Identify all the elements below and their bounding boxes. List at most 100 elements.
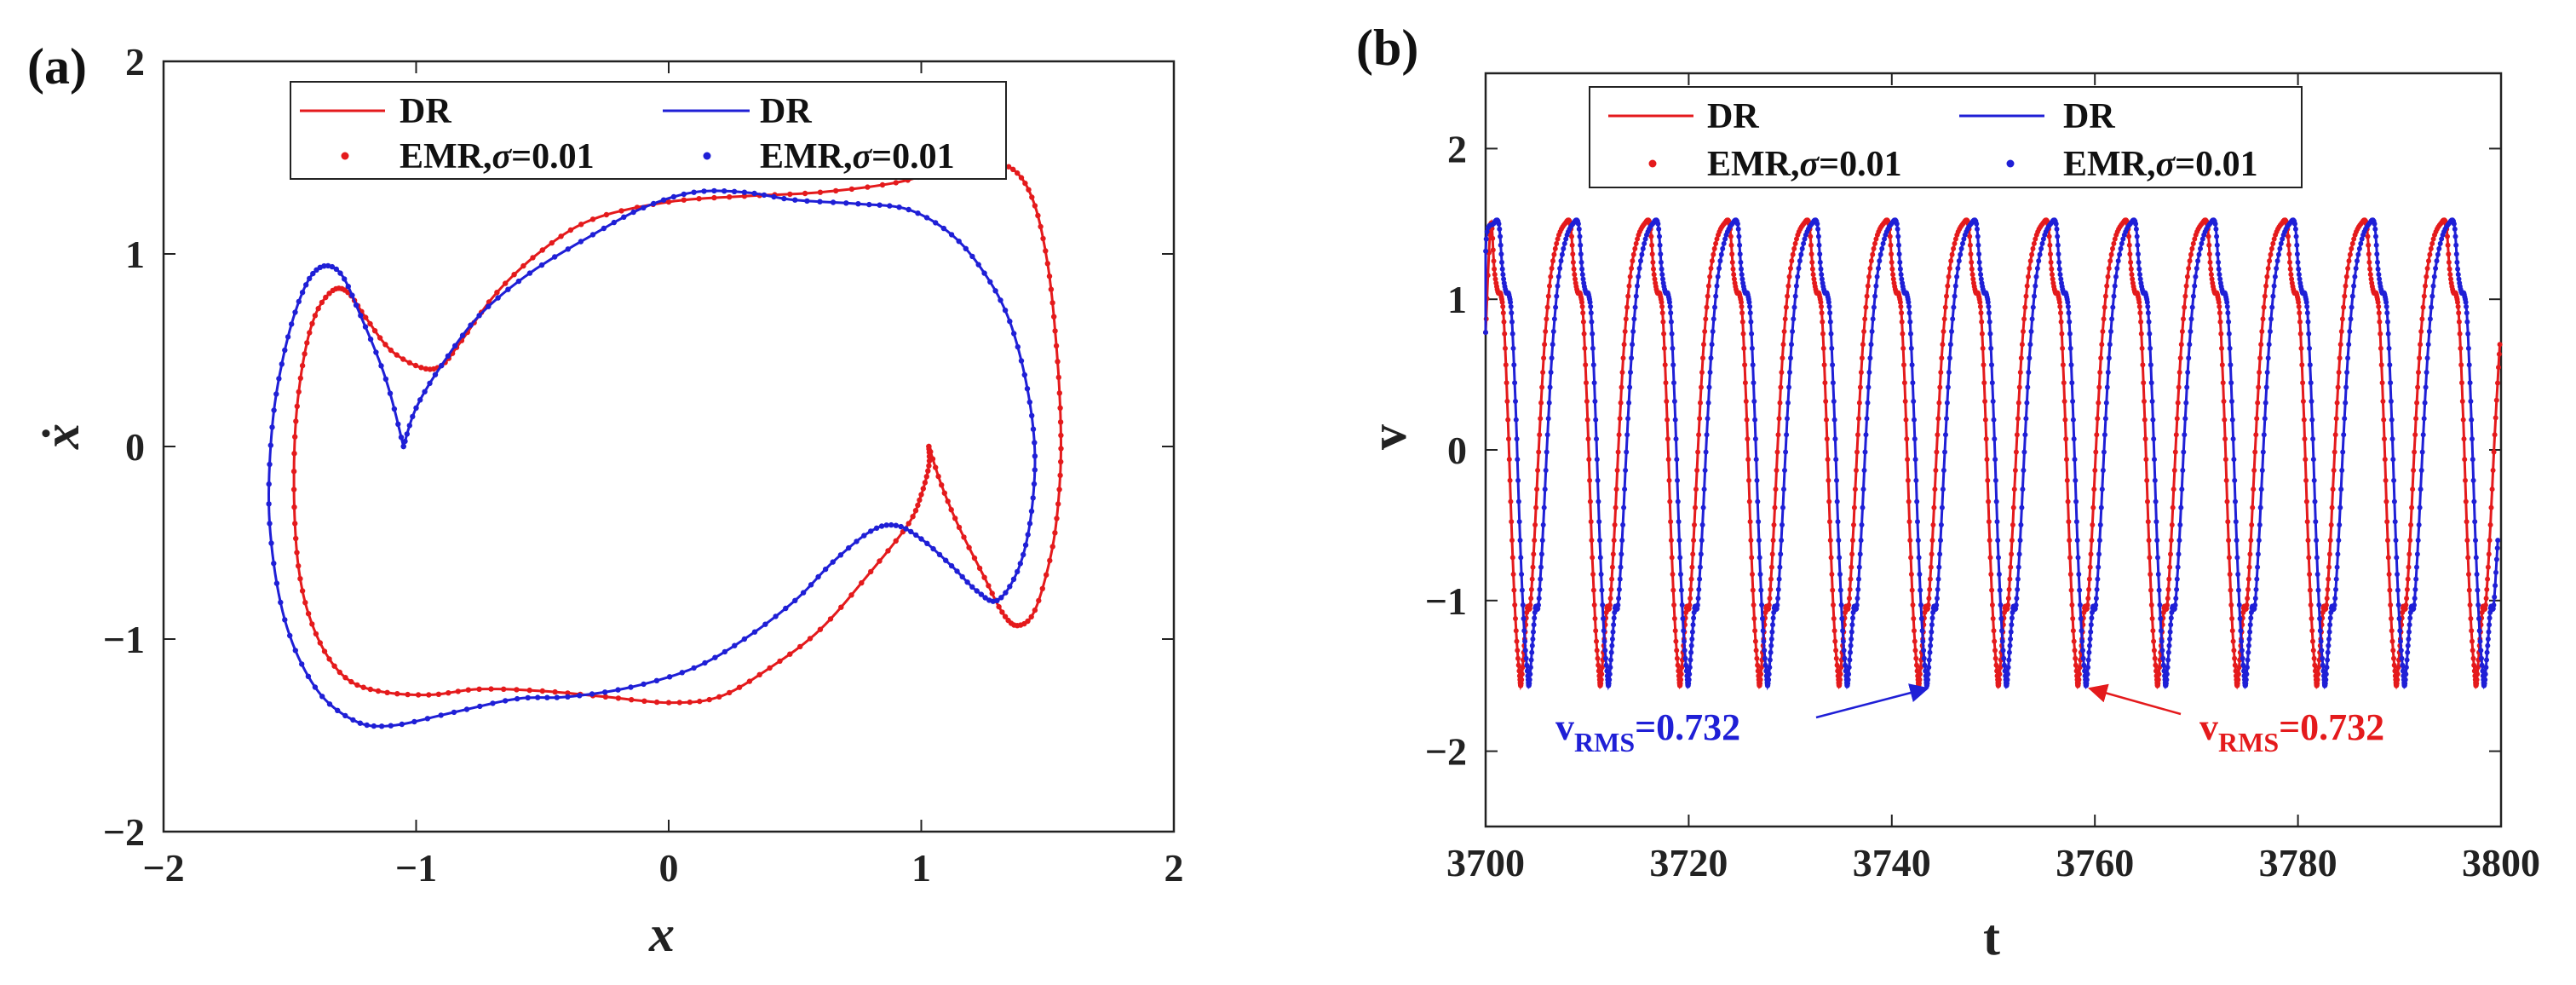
panel-b-marker-red xyxy=(2343,283,2349,289)
panel-b-marker-red xyxy=(1941,316,1947,322)
panel-b-marker-blue xyxy=(1714,283,1720,289)
panel-b-marker-blue xyxy=(1615,602,1621,608)
panel-b-marker-blue xyxy=(1712,304,1717,310)
panel-b-marker-red xyxy=(2271,236,2277,242)
panel-b-marker-blue xyxy=(2065,303,2071,309)
panel-b-marker-blue xyxy=(1912,436,1918,442)
panel-b-marker-red xyxy=(1633,240,1639,246)
panel-b-marker-blue xyxy=(1699,522,1705,527)
panel-b-marker-red xyxy=(1828,555,1834,561)
panel-b-marker-blue xyxy=(1782,468,1787,473)
panel-b-marker-red xyxy=(2218,331,2224,337)
panel-b-marker-red xyxy=(2459,380,2464,386)
annotation-red-value: =0.732 xyxy=(2279,706,2384,748)
panel-b-marker-blue xyxy=(1539,538,1545,544)
panel-b-marker-red xyxy=(1548,274,1554,279)
panel-b-marker-red xyxy=(1549,266,1555,271)
panel-b-marker-blue xyxy=(1657,242,1663,248)
panel-b-marker-red xyxy=(2147,555,2153,561)
panel-b-marker-red xyxy=(2288,272,2294,278)
panel-b-marker-red xyxy=(2461,436,2467,442)
panel-b-marker-blue xyxy=(2486,629,2492,635)
panel-a-marker-blue xyxy=(276,376,282,382)
panel-b-marker-blue xyxy=(2005,671,2010,677)
panel-b-marker-red xyxy=(1689,564,1695,570)
panel-a-marker-red xyxy=(1058,432,1064,439)
panel-b-marker-blue xyxy=(2487,615,2493,621)
panel-b-marker-blue xyxy=(2017,538,2023,544)
panel-b-marker-blue xyxy=(1579,266,1585,272)
panel-b-marker-blue xyxy=(2224,299,2230,305)
panel-b-marker-blue xyxy=(2374,251,2380,257)
panel-b-marker-red xyxy=(1750,572,1755,577)
panel-b-marker-red xyxy=(1506,457,1512,463)
panel-b-marker-blue xyxy=(1946,355,1952,361)
panel-b-marker-blue xyxy=(2258,487,2264,492)
panel-b-marker-blue xyxy=(2484,657,2489,663)
panel-a-marker-red xyxy=(1044,572,1049,578)
panel-b-marker-red xyxy=(2263,283,2269,289)
panel-b-marker-red xyxy=(1649,251,1655,257)
panel-b-marker-red xyxy=(1810,272,1816,278)
panel-b-marker-blue xyxy=(2133,221,2139,227)
panel-b-marker-red xyxy=(1913,655,1919,661)
panel-b-marker-red xyxy=(1997,671,2003,677)
panel-b-marker-red xyxy=(2217,303,2222,309)
panel-b-marker-red xyxy=(1992,648,1998,654)
panel-b-marker-red xyxy=(2464,538,2470,544)
panel-b-marker-blue xyxy=(1599,587,1605,593)
panel-b-marker-red xyxy=(2380,399,2386,404)
panel-b-marker-blue xyxy=(2117,251,2123,257)
panel-a-marker-red xyxy=(1035,212,1041,219)
panel-a-marker-blue xyxy=(325,262,331,269)
panel-b-marker-blue xyxy=(1529,642,1535,648)
panel-b-marker-red xyxy=(2379,380,2385,386)
panel-a-marker-red xyxy=(986,583,992,589)
panel-b-marker-blue xyxy=(1756,538,1762,544)
panel-a-marker-blue xyxy=(877,202,883,208)
panel-b-marker-blue xyxy=(1620,522,1626,527)
panel-b-marker-red xyxy=(1506,436,1511,442)
panel-b-marker-blue xyxy=(2228,362,2234,368)
panel-b-marker-blue xyxy=(2236,602,2242,608)
panel-b-marker-red xyxy=(1989,587,1995,593)
panel-b-marker-blue xyxy=(1759,616,1765,621)
panel-b-marker-blue xyxy=(1975,226,1980,232)
panel-b-marker-red xyxy=(2102,304,2107,310)
panel-b-marker-red xyxy=(2333,416,2339,422)
panel-b-marker-blue xyxy=(1918,602,1923,608)
panel-b-marker-blue xyxy=(1580,276,1586,282)
panel-a-ytick-label: 1 xyxy=(125,233,145,276)
panel-a-marker-blue xyxy=(292,648,298,654)
panel-b-marker-blue xyxy=(1710,329,1716,334)
panel-b-marker-blue xyxy=(1908,331,1913,337)
panel-b-marker-blue xyxy=(1619,538,1625,544)
panel-a-marker-blue xyxy=(666,674,673,680)
panel-b-marker-blue xyxy=(2066,310,2072,316)
panel-a-marker-red xyxy=(727,194,733,200)
panel-a-marker-red xyxy=(511,272,517,278)
panel-b-marker-blue xyxy=(2109,316,2115,322)
panel-b-marker-blue xyxy=(2413,576,2419,582)
panel-b-marker-blue xyxy=(1737,251,1743,257)
panel-b-marker-blue xyxy=(1667,303,1673,309)
panel-b-marker-red xyxy=(2012,468,2018,473)
legend-a-entry-4: EMR,σ=0.01 xyxy=(760,137,955,176)
panel-a-marker-blue xyxy=(998,595,1004,601)
panel-a-marker-blue xyxy=(930,545,936,552)
panel-b-marker-red xyxy=(1539,384,1545,390)
panel-a-marker-blue xyxy=(987,279,993,285)
panel-b-marker-blue xyxy=(2397,628,2403,634)
panel-b-marker-red xyxy=(1704,304,1710,310)
panel-b-marker-blue xyxy=(2403,665,2409,671)
panel-b-marker-red xyxy=(2470,638,2475,644)
panel-a-marker-blue xyxy=(948,232,955,238)
panel-b-marker-blue xyxy=(2407,615,2413,621)
panel-b-marker-blue xyxy=(2400,662,2406,668)
panel-b-marker-blue xyxy=(2414,564,2419,570)
panel-b-marker-blue xyxy=(2097,522,2103,527)
panel-b-marker-red xyxy=(1967,242,1973,248)
panel-b-marker-red xyxy=(2221,399,2227,404)
panel-b-marker-red xyxy=(1661,331,1667,337)
panel-b-marker-blue xyxy=(2067,345,2073,351)
